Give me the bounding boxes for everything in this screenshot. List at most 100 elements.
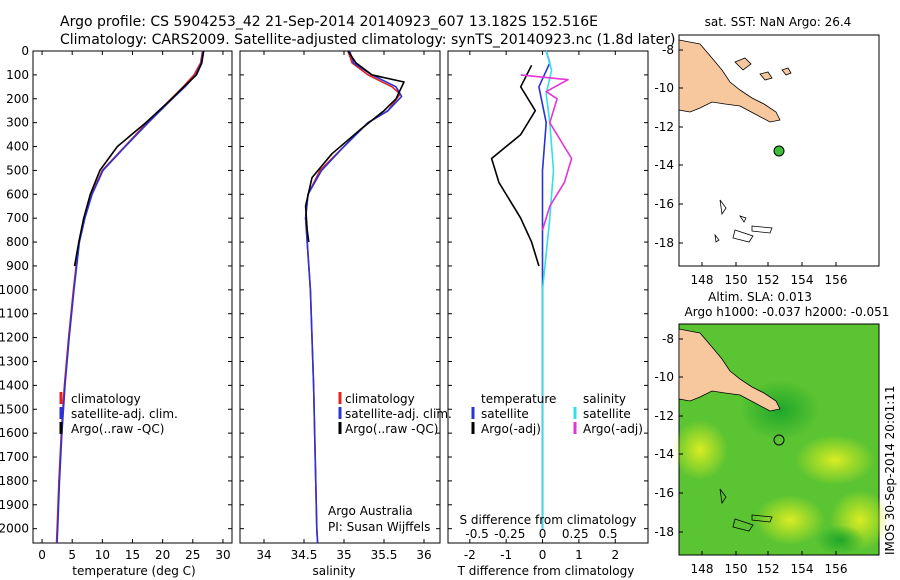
x-top-tick-label: 0 bbox=[539, 527, 547, 541]
legend-label: satellite-adj. clim. bbox=[345, 407, 452, 421]
difference-panel: -2 -1 0 1 2 -0.5 -0.25 0 0.25 0.5 bbox=[447, 50, 649, 562]
y-tick-label: 500 bbox=[6, 163, 29, 177]
temperature-series-sat bbox=[56, 50, 204, 544]
y-tick-label: 1100 bbox=[0, 307, 29, 321]
x-tick-label: 2 bbox=[611, 548, 619, 562]
bottom-map-axes: 148 150 152 154 156 -8 -10 -12 -14 -16 -18 bbox=[654, 332, 847, 576]
legend-label: Argo(..raw -QC) bbox=[345, 422, 438, 436]
map-y-tick-label: -10 bbox=[654, 370, 674, 384]
y-tick-label: 1800 bbox=[0, 474, 29, 488]
map-y-tick-label: -10 bbox=[654, 81, 674, 95]
legend-label: Argo(..raw -QC) bbox=[71, 422, 164, 436]
salinity-legend: climatology satellite-adj. clim. Argo(..… bbox=[328, 392, 452, 534]
top-map-title: sat. SST: NaN Argo: 26.4 bbox=[705, 15, 852, 29]
salinity-xlabel: salinity bbox=[312, 564, 355, 578]
org-label: Argo Australia bbox=[328, 504, 413, 518]
bottom-map-title-1: Altim. SLA: 0.013 bbox=[708, 290, 812, 304]
sla-high-3 bbox=[795, 435, 875, 485]
argo-location-marker bbox=[773, 145, 785, 157]
y-tick-label: 300 bbox=[6, 116, 29, 130]
x-tick-label: 35 bbox=[336, 548, 351, 562]
difference-series-sal_sat bbox=[541, 50, 555, 529]
y-tick-label: 1600 bbox=[0, 426, 29, 440]
x-tick-label: 20 bbox=[155, 548, 170, 562]
y-tick-label: 400 bbox=[6, 140, 29, 154]
legend-label: satellite bbox=[583, 407, 631, 421]
map-x-tick-label: 156 bbox=[825, 562, 848, 576]
temperature-series-argo bbox=[73, 50, 205, 267]
temperature-xlabel: temperature (deg C) bbox=[72, 564, 195, 578]
x-tick-label: 0 bbox=[38, 548, 46, 562]
y-tick-label: 800 bbox=[6, 235, 29, 249]
y-tick-label: 700 bbox=[6, 211, 29, 225]
title-line-2: Climatology: CARS2009. Satellite-adjuste… bbox=[60, 32, 675, 48]
title-line-1: Argo profile: CS 5904253_42 21-Sep-2014 … bbox=[60, 14, 598, 30]
map-y-tick-label: -14 bbox=[654, 447, 674, 461]
x-top-tick-label: -0.25 bbox=[494, 527, 525, 541]
pi-label: PI: Susan Wijffels bbox=[328, 520, 430, 534]
legend-label: climatology bbox=[71, 392, 141, 406]
legend-label: satellite-adj. clim. bbox=[71, 407, 178, 421]
map-y-tick-label: -12 bbox=[654, 120, 674, 134]
map-x-tick-label: 150 bbox=[725, 273, 748, 287]
salinity-panel: 34 34.5 35 35.5 36 bbox=[239, 50, 441, 562]
legend-label: Argo(-adj) bbox=[481, 422, 541, 436]
x-top-tick-label: 0.5 bbox=[598, 527, 617, 541]
temperature-frame bbox=[32, 50, 233, 544]
difference-series-sal_argo bbox=[520, 74, 573, 231]
sla-low-2 bbox=[815, 525, 865, 555]
top-map-axes: 148 150 152 154 156 -8 -10 -12 -14 -16 -18 bbox=[654, 43, 847, 287]
legend-header-salinity: salinity bbox=[583, 392, 626, 406]
y-tick-label: 1400 bbox=[0, 378, 29, 392]
map-y-tick-label: -12 bbox=[654, 409, 674, 423]
top-map bbox=[678, 34, 880, 267]
bottom-map bbox=[672, 323, 890, 556]
argo-location-marker-bottom bbox=[773, 434, 785, 446]
x-tick-label: 25 bbox=[185, 548, 200, 562]
y-tick-label: 1900 bbox=[0, 498, 29, 512]
difference-xlabel-top: S difference from climatology bbox=[460, 513, 637, 527]
x-top-tick-label: 0.25 bbox=[562, 527, 589, 541]
y-tick-label: 1300 bbox=[0, 354, 29, 368]
land-png-bottom bbox=[678, 328, 781, 412]
y-tick-label: 100 bbox=[6, 68, 29, 82]
y-tick-label: 1000 bbox=[0, 283, 29, 297]
map-x-tick-label: 148 bbox=[691, 562, 714, 576]
map-x-tick-label: 150 bbox=[725, 562, 748, 576]
map-x-tick-label: 152 bbox=[757, 562, 780, 576]
map-x-tick-label: 148 bbox=[691, 273, 714, 287]
map-x-tick-label: 152 bbox=[757, 273, 780, 287]
map-x-tick-label: 154 bbox=[791, 273, 814, 287]
y-tick-label: 1700 bbox=[0, 450, 29, 464]
island-1 bbox=[734, 57, 792, 81]
difference-xlabel: T difference from climatology bbox=[457, 564, 635, 578]
salinity-series-sat bbox=[304, 50, 403, 544]
y-tick-label: 1500 bbox=[0, 402, 29, 416]
islands-solomon-bottom bbox=[719, 488, 773, 532]
x-tick-label: 5 bbox=[68, 548, 76, 562]
map-y-tick-label: -18 bbox=[654, 236, 674, 250]
bottom-map-title-2: Argo h1000: -0.037 h2000: -0.051 bbox=[685, 305, 890, 319]
sla-high-4 bbox=[672, 420, 728, 480]
map-y-tick-label: -16 bbox=[654, 197, 674, 211]
x-tick-label: 0 bbox=[539, 548, 547, 562]
salinity-series-clim bbox=[304, 50, 401, 544]
map-y-tick-label: -8 bbox=[662, 43, 674, 57]
x-tick-label: 34 bbox=[256, 548, 271, 562]
y-tick-label: 900 bbox=[6, 259, 29, 273]
salinity-series-argo bbox=[304, 50, 405, 243]
x-tick-label: 10 bbox=[95, 548, 110, 562]
difference-legend: temperature salinity satellite Argo(-adj… bbox=[471, 392, 643, 436]
x-tick-label: 36 bbox=[416, 548, 431, 562]
y-tick-label: 1200 bbox=[0, 331, 29, 345]
difference-series-sat bbox=[538, 50, 551, 529]
map-y-tick-label: -18 bbox=[654, 525, 674, 539]
map-x-tick-label: 154 bbox=[791, 562, 814, 576]
difference-frame bbox=[447, 50, 649, 544]
legend-label: Argo(-adj) bbox=[583, 422, 643, 436]
x-tick-label: 35.5 bbox=[371, 548, 398, 562]
temperature-legend: climatology satellite-adj. clim. Argo(..… bbox=[59, 392, 178, 436]
x-tick-label: 30 bbox=[215, 548, 230, 562]
y-tick-label: 0 bbox=[21, 44, 29, 58]
